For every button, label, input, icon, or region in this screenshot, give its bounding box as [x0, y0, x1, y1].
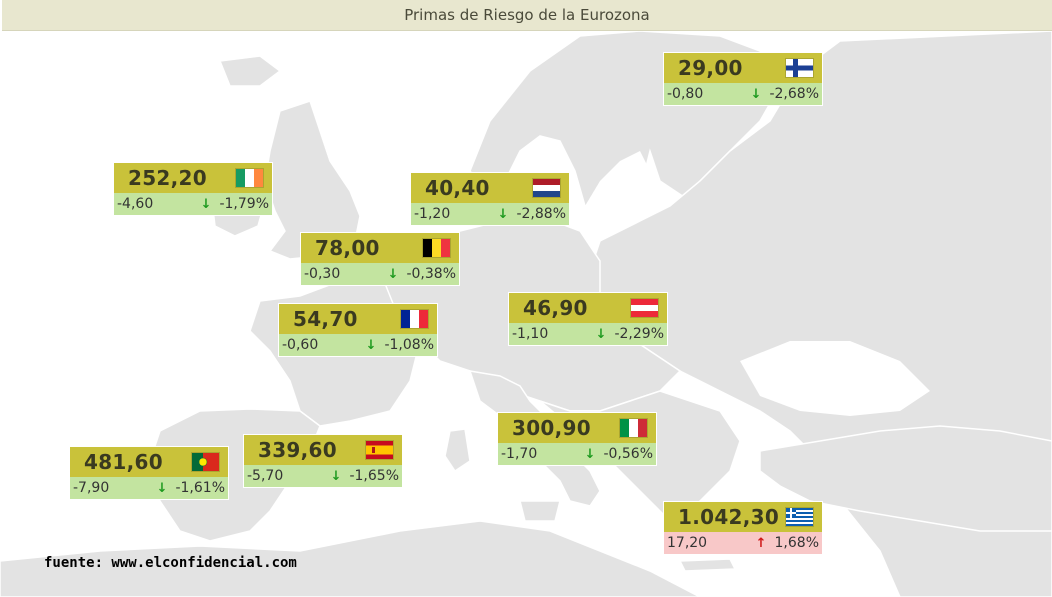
risk-card-portugal[interactable]: 481,60 -7,90 ↓ -1,61%	[70, 447, 228, 499]
spain-flag-icon	[365, 440, 394, 460]
risk-card-spain[interactable]: 339,60 -5,70 ↓ -1,65%	[244, 435, 402, 487]
risk-card-change: 17,20 ↑ 1,68%	[664, 532, 822, 554]
risk-card-france[interactable]: 54,70 -0,60 ↓ -1,08%	[279, 304, 437, 356]
change-percent: -0,38%	[406, 266, 456, 282]
arrow-down-icon: ↓	[595, 326, 607, 342]
risk-card-ireland[interactable]: 252,20 -4,60 ↓ -1,79%	[114, 163, 272, 215]
change-percent: 1,68%	[774, 535, 819, 551]
risk-card-change: -0,60 ↓ -1,08%	[279, 334, 437, 356]
change-percent: -2,29%	[614, 326, 664, 342]
risk-card-header: 481,60	[70, 447, 228, 477]
risk-card-austria[interactable]: 46,90 -1,10 ↓ -2,29%	[509, 293, 667, 345]
risk-card-header: 78,00	[301, 233, 459, 263]
arrow-down-icon: ↓	[200, 196, 212, 212]
change-value: -1,70	[501, 446, 538, 462]
risk-premium-value: 29,00	[678, 56, 743, 80]
change-value: 17,20	[667, 535, 708, 551]
risk-card-change: -7,90 ↓ -1,61%	[70, 477, 228, 499]
change-value: -1,20	[414, 206, 451, 222]
risk-card-change: -0,80 ↓ -2,68%	[664, 83, 822, 105]
belgium-flag-icon	[422, 238, 451, 258]
risk-card-change: -1,10 ↓ -2,29%	[509, 323, 667, 345]
risk-premium-value: 300,90	[512, 416, 591, 440]
sicily-land	[519, 500, 561, 522]
risk-premium-value: 481,60	[84, 450, 163, 474]
risk-premium-value: 54,70	[293, 307, 358, 331]
risk-card-change: -1,70 ↓ -0,56%	[498, 443, 656, 465]
map-title: Primas de Riesgo de la Eurozona	[2, 0, 1052, 31]
change-percent: -1,08%	[384, 337, 434, 353]
risk-card-greece[interactable]: 1.042,30 17,20 ↑ 1,68%	[664, 502, 822, 554]
arrow-down-icon: ↓	[497, 206, 509, 222]
risk-card-header: 252,20	[114, 163, 272, 193]
risk-card-change: -0,30 ↓ -0,38%	[301, 263, 459, 285]
risk-premium-value: 1.042,30	[678, 505, 780, 529]
risk-premium-value: 40,40	[425, 176, 490, 200]
risk-card-change: -5,70 ↓ -1,65%	[244, 465, 402, 487]
france-flag-icon	[400, 309, 429, 329]
arrow-down-icon: ↓	[365, 337, 377, 353]
austria-flag-icon	[630, 298, 659, 318]
arrow-up-icon: ↑	[755, 535, 767, 551]
change-value: -1,10	[512, 326, 549, 342]
change-value: -0,60	[282, 337, 319, 353]
north-africa-land	[0, 520, 701, 597]
risk-card-belgium[interactable]: 78,00 -0,30 ↓ -0,38%	[301, 233, 459, 285]
turkey-land	[759, 425, 1052, 532]
change-percent: -1,61%	[175, 480, 225, 496]
risk-card-change: -4,60 ↓ -1,79%	[114, 193, 272, 215]
netherlands-flag-icon	[532, 178, 561, 198]
baltic-sea	[585, 151, 650, 221]
change-value: -0,80	[667, 86, 704, 102]
risk-card-header: 1.042,30	[664, 502, 822, 532]
map-title-text: Primas de Riesgo de la Eurozona	[404, 6, 650, 24]
risk-card-finland[interactable]: 29,00 -0,80 ↓ -2,68%	[664, 53, 822, 105]
risk-card-header: 54,70	[279, 304, 437, 334]
change-value: -7,90	[73, 480, 110, 496]
risk-premium-value: 252,20	[128, 166, 207, 190]
finland-flag-icon	[785, 58, 814, 78]
iceland-land	[218, 55, 282, 87]
change-value: -4,60	[117, 196, 154, 212]
risk-card-header: 29,00	[664, 53, 822, 83]
change-percent: -1,79%	[219, 196, 269, 212]
black-sea	[740, 341, 930, 416]
risk-card-header: 300,90	[498, 413, 656, 443]
risk-card-header: 40,40	[411, 173, 569, 203]
change-percent: -0,56%	[603, 446, 653, 462]
change-percent: -1,65%	[349, 468, 399, 484]
risk-card-italy[interactable]: 300,90 -1,70 ↓ -0,56%	[498, 413, 656, 465]
ireland-flag-icon	[235, 168, 264, 188]
arrow-down-icon: ↓	[387, 266, 399, 282]
portugal-flag-icon	[191, 452, 220, 472]
change-value: -5,70	[247, 468, 284, 484]
greece-flag-icon	[785, 507, 814, 527]
risk-premium-value: 46,90	[523, 296, 588, 320]
sardinia-land	[444, 428, 471, 473]
risk-premium-value: 78,00	[315, 236, 380, 260]
source-label: fuente: www.elconfidencial.com	[44, 555, 297, 571]
change-percent: -2,88%	[516, 206, 566, 222]
risk-card-netherlands[interactable]: 40,40 -1,20 ↓ -2,88%	[411, 173, 569, 225]
arrow-down-icon: ↓	[750, 86, 762, 102]
arrow-down-icon: ↓	[330, 468, 342, 484]
italy-flag-icon	[619, 418, 648, 438]
crete-land	[678, 558, 737, 572]
risk-card-header: 46,90	[509, 293, 667, 323]
change-percent: -2,68%	[769, 86, 819, 102]
change-value: -0,30	[304, 266, 341, 282]
risk-card-header: 339,60	[244, 435, 402, 465]
risk-premium-value: 339,60	[258, 438, 337, 462]
arrow-down-icon: ↓	[156, 480, 168, 496]
arrow-down-icon: ↓	[584, 446, 596, 462]
risk-card-change: -1,20 ↓ -2,88%	[411, 203, 569, 225]
